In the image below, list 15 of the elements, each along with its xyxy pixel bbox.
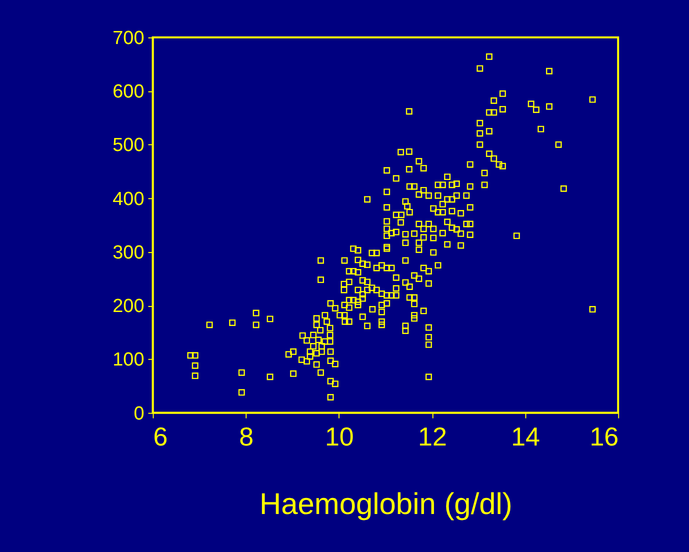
y-tick-label: 300 (112, 242, 144, 264)
x-tick-label: 16 (590, 421, 619, 452)
x-tick-label: 6 (153, 421, 168, 452)
x-axis-title: Haemoglobin (g/dl) (259, 488, 512, 522)
x-tick-label: 14 (511, 421, 540, 452)
y-tick-label: 400 (112, 188, 144, 210)
x-tick-label: 12 (418, 421, 447, 452)
y-tick-label: 600 (112, 81, 144, 102)
x-tick-label: 10 (324, 421, 354, 452)
y-tick-label: 500 (112, 135, 144, 156)
y-tick-label: 700 (112, 28, 144, 49)
y-tick-label: 100 (112, 350, 144, 371)
x-tick-label: 8 (239, 421, 254, 452)
y-tick-label: 200 (112, 296, 144, 318)
y-tick-label: 0 (134, 403, 144, 424)
